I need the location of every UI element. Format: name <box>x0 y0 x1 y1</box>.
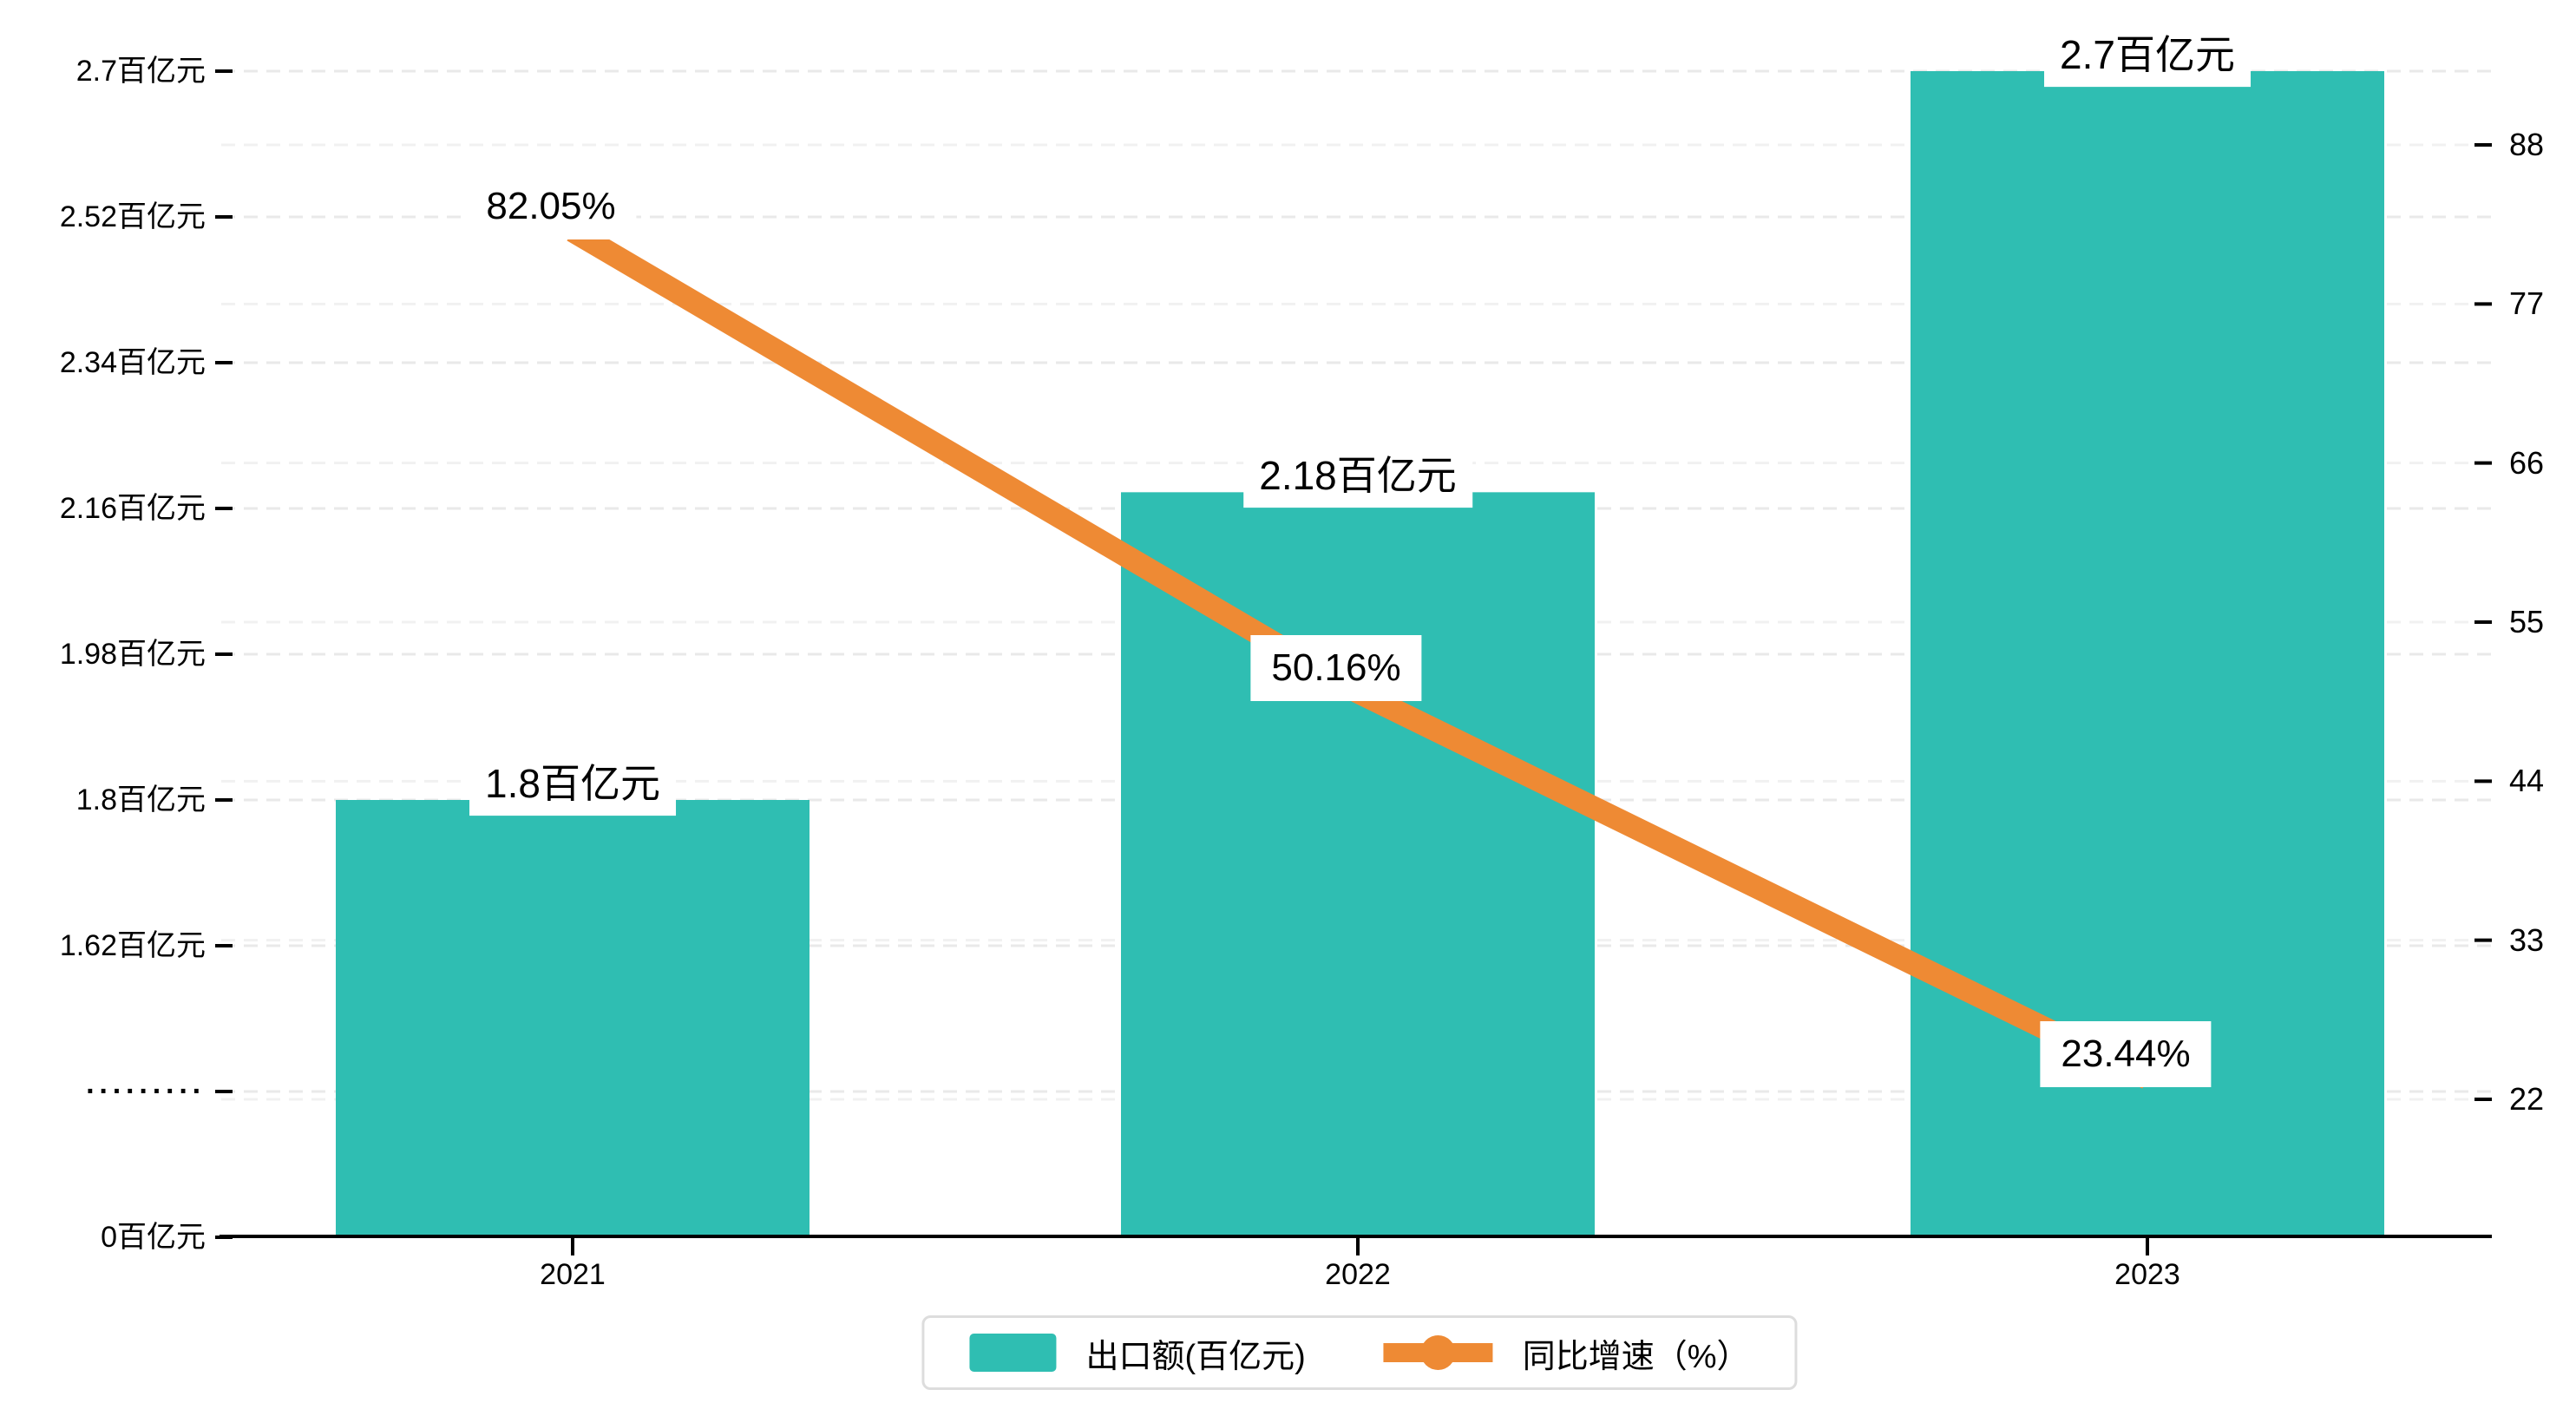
left-axis-label: 1.62百亿元 <box>59 929 206 962</box>
x-axis-label: 2023 <box>2114 1258 2180 1291</box>
right-axis-label: 77 <box>2509 285 2545 322</box>
right-axis-label: 33 <box>2509 921 2545 958</box>
left-axis-label: 2.16百亿元 <box>59 492 206 525</box>
bar-value-label: 2.18百亿元 <box>1243 444 1472 508</box>
line-value-label: 23.44% <box>2040 1020 2212 1087</box>
bar-value-label: 2.7百亿元 <box>2044 23 2251 87</box>
right-axis-label: 88 <box>2509 127 2545 162</box>
right-axis-label: 22 <box>2509 1080 2545 1117</box>
right-axis-label: 55 <box>2509 603 2545 639</box>
left-axis-label: 1.8百亿元 <box>75 783 206 816</box>
bar-series-swatch-icon <box>969 1334 1057 1372</box>
right-axis-label: 66 <box>2509 444 2545 481</box>
left-axis-label: 2.7百亿元 <box>75 55 206 88</box>
left-axis-label: 0百亿元 <box>101 1221 206 1254</box>
line-value-label: 82.05% <box>465 174 637 240</box>
right-axis-label: 44 <box>2509 763 2545 799</box>
legend-item-growth[interactable]: 同比增速（%） <box>1383 1329 1750 1377</box>
legend: 出口额(百亿元) 同比增速（%） <box>921 1315 1798 1390</box>
line-series-marker-icon <box>1383 1334 1493 1372</box>
legend-label-growth: 同比增速（%） <box>1522 1338 1750 1375</box>
legend-label-export: 出口额(百亿元) <box>1085 1338 1306 1375</box>
x-axis-label: 2021 <box>540 1258 606 1291</box>
left-axis-label: 1.98百亿元 <box>59 638 206 671</box>
x-axis-label: 2022 <box>1325 1258 1391 1291</box>
left-axis-break-label: ········· <box>86 1075 206 1108</box>
bar-value-label: 1.8百亿元 <box>469 752 676 816</box>
left-axis-label: 2.34百亿元 <box>59 346 206 379</box>
line-marker-dot-icon <box>1420 1335 1456 1370</box>
legend-item-export[interactable]: 出口额(百亿元) <box>969 1329 1306 1377</box>
bar-2021 <box>336 800 810 1236</box>
bar-2022 <box>1121 492 1595 1236</box>
left-axis-label: 2.52百亿元 <box>59 200 206 233</box>
line-value-label: 50.16% <box>1250 634 1422 701</box>
